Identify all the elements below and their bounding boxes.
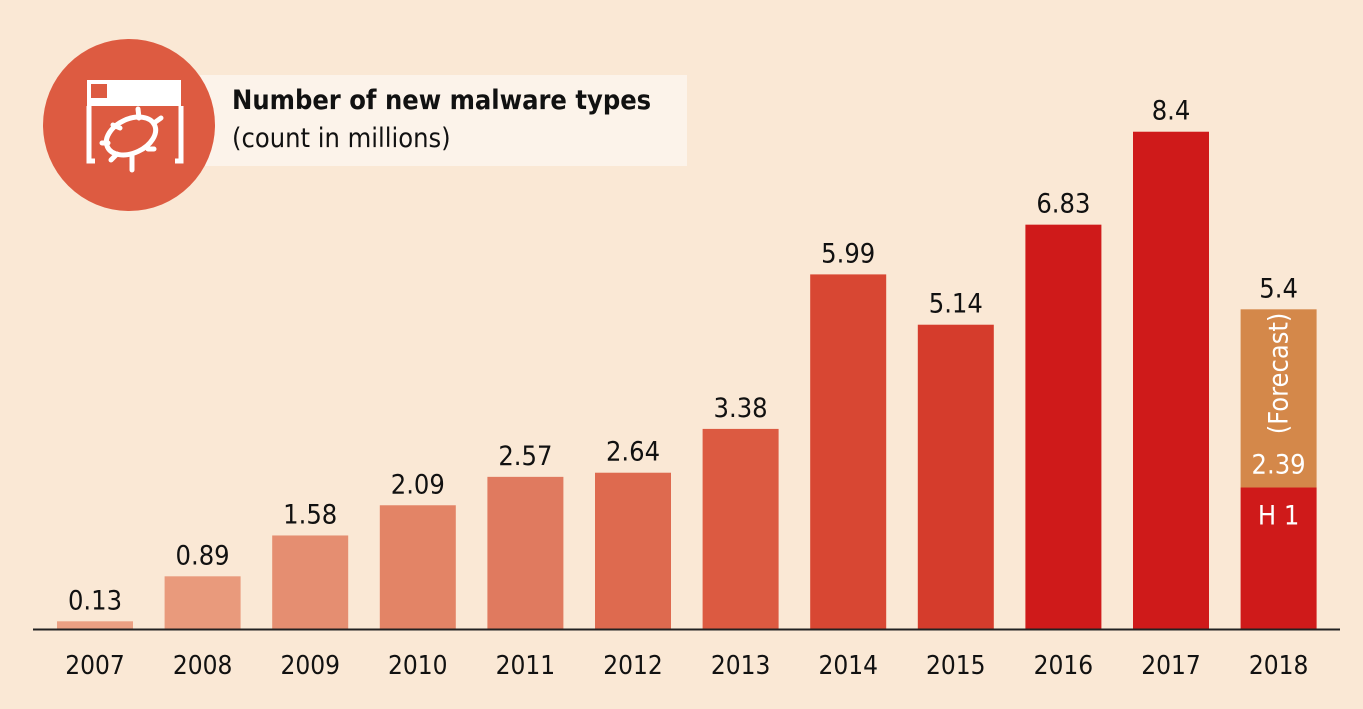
value-label-2011: 2.57 [498,441,552,472]
bar-2007 [57,621,133,629]
value-label-2014: 5.99 [821,238,875,269]
x-tick-label-2011: 2011 [496,651,556,681]
bar-2018-h1 [1240,487,1317,629]
x-tick-label-2013: 2013 [711,651,771,681]
bar-2016 [1025,224,1102,629]
x-tick-label-2010: 2010 [388,651,448,681]
chart-title: Number of new malware types [232,85,652,116]
value-label-2016: 6.83 [1036,189,1090,220]
bar-2013 [702,428,779,629]
bar-2014 [810,274,887,629]
chart-subtitle: (count in millions) [232,123,451,154]
bar-2010 [379,505,456,629]
value-label-2007: 0.13 [68,585,122,616]
x-tick-label-2016: 2016 [1034,651,1094,681]
h1-segment-label: H 1 [1258,501,1299,532]
value-label-2008: 0.89 [176,540,230,571]
x-tick-label-2012: 2012 [603,651,663,681]
value-label-2013: 3.38 [714,393,768,424]
value-label-2012: 2.64 [606,437,660,468]
x-tick-label-2017: 2017 [1141,651,1201,681]
x-tick-label-2015: 2015 [926,651,986,681]
x-tick-label-2014: 2014 [818,651,878,681]
value-label-2009: 1.58 [283,499,337,530]
value-label-2017: 8.4 [1152,96,1191,127]
x-tick-label-2009: 2009 [280,651,340,681]
value-label-2015: 5.14 [929,289,983,320]
x-tick-label-2018: 2018 [1249,651,1309,681]
bar-2018-forecast [1240,309,1317,488]
bar-2008 [164,576,241,629]
bar-2011 [487,476,564,629]
value-label-2018: 5.4 [1259,273,1298,304]
x-tick-label-2008: 2008 [173,651,233,681]
x-tick-label-2007: 2007 [65,651,125,681]
forecast-label: (Forecast) [1264,313,1295,435]
bar-2015 [917,324,994,629]
title-box [200,75,687,166]
bar-2009 [272,535,349,629]
bar-2012 [595,472,671,629]
h1-value-label: 2.39 [1252,450,1306,481]
value-label-2010: 2.09 [391,469,445,500]
malware-bug-icon [43,39,215,211]
bar-2017 [1133,131,1209,629]
